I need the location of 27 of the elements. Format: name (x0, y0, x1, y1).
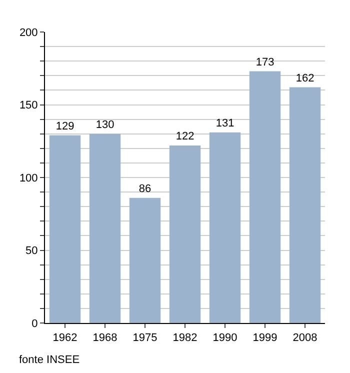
x-tick-label: 1975 (132, 332, 158, 344)
bar (209, 132, 241, 323)
bar (289, 87, 321, 323)
data-label: 86 (138, 182, 152, 195)
y-tick-label: 50 (26, 245, 38, 258)
bar (169, 145, 201, 323)
y-tick-label: 0 (32, 318, 38, 330)
y-tick-label: 100 (19, 172, 38, 184)
x-tick-label: 1968 (92, 332, 118, 344)
data-label: 130 (96, 118, 114, 131)
source-note: fonte INSEE (19, 354, 80, 366)
y-tick-label: 150 (19, 100, 38, 112)
data-label: 129 (56, 120, 74, 132)
bar (49, 135, 81, 323)
x-tick-label: 1990 (212, 332, 238, 344)
bar (129, 198, 161, 323)
data-label: 131 (216, 117, 234, 130)
data-label: 122 (176, 130, 194, 142)
x-tick-label: 1982 (172, 332, 198, 344)
data-label: 173 (256, 56, 274, 68)
x-tick-label: 1962 (52, 332, 78, 344)
bar (89, 134, 121, 323)
x-tick-label: 1999 (252, 332, 278, 344)
y-tick-label: 200 (19, 26, 38, 39)
data-label: 162 (296, 72, 314, 84)
bar (249, 71, 281, 323)
x-tick-label: 2008 (292, 332, 318, 344)
